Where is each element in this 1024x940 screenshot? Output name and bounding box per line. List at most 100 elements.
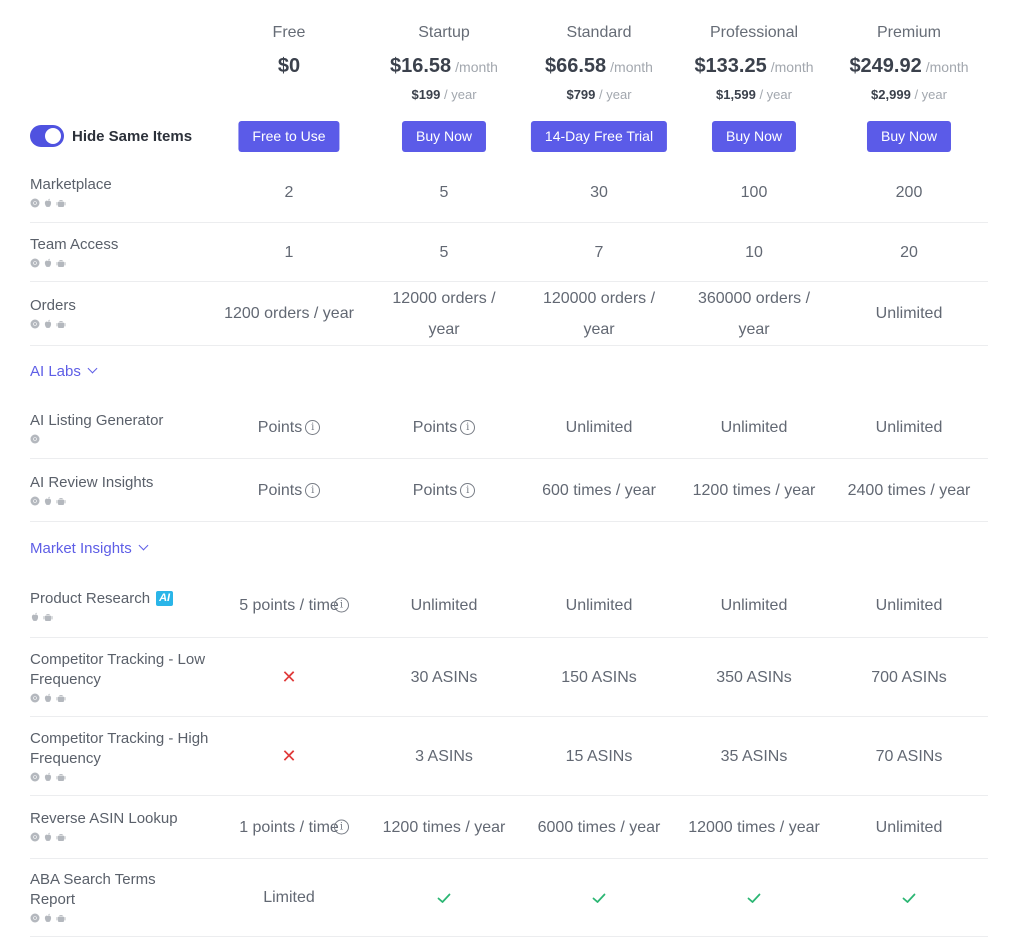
section-title: Market Insights [30,540,132,557]
value-cell: 30 ASINs [410,668,478,686]
apple-icon [43,913,53,923]
plan-price: $0 [277,55,301,77]
feature-label: Team Access [30,235,220,268]
value-cell: Unlimited [875,596,943,614]
hide-same-items-control: Hide Same Items [30,125,192,147]
value-cell: Points i [364,459,524,521]
chevron-down-icon [138,540,149,551]
plan-year-price: $199 / year [411,87,477,102]
buy-now-button-startup[interactable]: Buy Now [401,121,487,152]
buy-now-button-professional[interactable]: Buy Now [711,121,797,152]
feature-row-reverse-asin-lookup: Reverse ASIN Lookup 1 points / time i 120… [30,796,988,859]
value-cell: Limited [263,889,315,906]
cross-icon: ✕ [281,745,297,766]
feature-name: Marketplace [30,176,112,193]
plan-name: Premium [876,24,941,41]
value-cell: 100 [740,184,768,201]
check-icon [591,890,607,906]
android-icon [56,319,66,329]
apple-icon [43,319,53,329]
value-cell: 35 ASINs [720,747,788,765]
value-cell: 1200 orders / year [224,305,354,322]
check-icon [436,890,452,906]
value-cell: 12000 times / year [688,818,820,836]
plan-year-price: $1,599 / year [716,87,792,102]
android-icon [56,198,66,208]
feature-row-marketplace: Marketplace 2 5 30 100 200 [30,163,988,223]
value-cell: 1 [284,243,294,261]
android-icon [56,913,66,923]
info-icon[interactable]: i [305,420,321,435]
value-cell: 12000 orders / year [392,289,496,338]
value-cell: 150 ASINs [561,668,637,686]
hide-same-items-toggle[interactable] [30,125,64,147]
feature-label: AI Review Insights [30,473,220,506]
value-cell: 2 [284,184,294,201]
value-cell: 700 ASINs [871,668,947,686]
feature-name: Competitor Tracking - High Frequency [30,730,209,767]
feature-name: Team Access [30,236,119,253]
value-cell: 360000 orders / year [697,289,811,338]
feature-row-orders: Orders 1200 orders / year 12000 orders /… [30,282,988,346]
value-cell: Points i [209,459,369,521]
value-cell: Unlimited [565,419,633,436]
feature-name: Orders [30,297,76,314]
value-cell: 120000 orders / year [542,289,656,338]
plan-price: $66.58/month [545,55,653,77]
value-cell: 200 [895,184,923,201]
buy-now-button-premium[interactable]: Buy Now [866,121,952,152]
section-market-insights[interactable]: Market Insights [30,540,149,557]
chrome-icon [30,198,40,208]
info-icon[interactable]: i [460,482,476,498]
feature-row-product-research: Product Research AI 5 points / time i Unli… [30,573,988,638]
feature-row-team-access: Team Access 1 5 7 10 20 [30,223,988,282]
apple-icon [43,198,53,208]
feature-label: Competitor Tracking - High Frequency [30,729,220,782]
info-icon[interactable]: i [305,482,321,498]
value-cell: 20 [900,243,918,261]
info-icon[interactable]: i [460,420,476,435]
feature-row-competitor-tracking-high: Competitor Tracking - High Frequency ✕ 3… [30,717,988,796]
feature-label: ABA Search Terms Report [30,870,220,923]
value-cell: ✕ [209,638,369,716]
platform-icons [30,258,220,268]
feature-row-ai-review-insights: AI Review Insights Points i Points i 600 t… [30,459,988,522]
value-cell: Unlimited [875,305,943,322]
hide-same-items-label: Hide Same Items [72,127,193,145]
android-icon [56,693,66,703]
value-cell: Points i [364,397,524,458]
check-icon [901,890,917,906]
section-ai-labs[interactable]: AI Labs [30,363,98,380]
chrome-icon [30,496,40,506]
android-icon [56,496,66,506]
value-cell: 1200 times / year [382,818,506,836]
feature-row-aba-search-terms-report: ABA Search Terms Report Limited [30,859,988,937]
plan-year-price: $799 / year [566,87,632,102]
value-cell: 5 points / time i [209,573,369,637]
value-cell: Unlimited [875,818,943,836]
plan-price: $249.92/month [849,55,969,77]
value-cell: 70 ASINs [875,747,943,765]
value-cell [364,859,524,936]
cross-icon: ✕ [281,666,297,687]
chrome-icon [30,434,40,444]
apple-icon [30,612,40,622]
free-to-use-button[interactable]: Free to Use [238,121,340,152]
feature-row-ai-listing-generator: AI Listing Generator Points i Points i Unl… [30,397,988,459]
info-icon[interactable]: i [334,819,349,835]
feature-label: Reverse ASIN Lookup [30,809,220,842]
value-cell: 10 [745,243,763,261]
free-trial-button[interactable]: 14-Day Free Trial [530,121,668,152]
feature-label: Product Research AI [30,589,220,622]
feature-name: AI Listing Generator [30,412,164,429]
feature-label: Competitor Tracking - Low Frequency [30,650,220,703]
toggle-knob [45,128,61,144]
value-cell: Points i [209,397,369,458]
chevron-down-icon [87,363,98,374]
chrome-icon [30,258,40,268]
android-icon [56,832,66,842]
value-cell: 15 ASINs [565,747,633,765]
value-cell [674,859,834,936]
value-cell: 600 times / year [542,481,656,499]
info-icon[interactable]: i [334,597,349,613]
